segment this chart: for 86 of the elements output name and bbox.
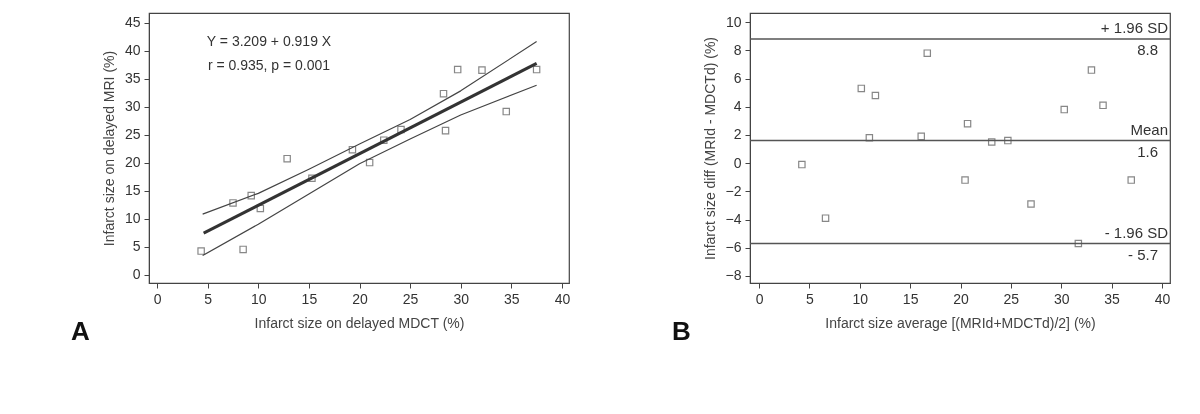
y-tick-label: 8 (733, 41, 742, 58)
x-tick-label: 25 (402, 290, 419, 307)
point (239, 245, 247, 254)
point (532, 65, 541, 74)
x-tick-label: 25 (1003, 290, 1020, 307)
point (283, 154, 291, 163)
x-axis-title: Infarct size on delayed MDCT (%) (254, 314, 465, 331)
point (821, 214, 830, 222)
x-tick-label: 35 (1104, 290, 1121, 307)
x-tick-label: 35 (504, 290, 520, 307)
x-axis-title: Infarct size average [(MRId+MDCTd)/2] (%) (825, 314, 1096, 331)
point (397, 125, 405, 134)
y-tick-label: 0 (733, 154, 742, 171)
y-tick-label: −4 (725, 211, 742, 228)
point (365, 158, 374, 167)
y-tick-label: 10 (124, 210, 141, 227)
y-tick-label: −6 (725, 239, 742, 256)
y-tick-label: 30 (124, 98, 141, 115)
x-tick-label: 20 (352, 290, 368, 307)
point (380, 136, 388, 144)
y-tick-label: 25 (124, 126, 141, 143)
point (923, 49, 932, 57)
y-tick-label: 4 (733, 98, 742, 115)
point (871, 91, 880, 100)
x-tick-label: 40 (1154, 290, 1171, 307)
point (963, 119, 972, 128)
x-tick-label: 5 (204, 290, 213, 307)
y-tick-label: −2 (725, 182, 742, 199)
text: A (71, 316, 90, 346)
annotation: r = 0.935, p = 0.001 (207, 57, 331, 73)
point (1060, 105, 1069, 114)
point (1074, 239, 1083, 248)
point (439, 89, 448, 98)
x-tick-label: 0 (755, 290, 764, 307)
x-tick-label: 10 (251, 290, 267, 307)
y-tick-label: 10 (725, 13, 742, 30)
point (197, 247, 205, 255)
point (798, 160, 806, 169)
ref-line-label: Mean (1130, 120, 1168, 138)
y-axis-title: Infarct size diff (MRId - MDCTd) (%) (701, 37, 718, 260)
x-tick-label: 20 (953, 290, 969, 307)
x-tick-label: 5 (806, 290, 815, 307)
point (1004, 136, 1012, 145)
x-tick-label: 40 (554, 290, 571, 307)
annotation: Y = 3.209 + 0.919 X (206, 33, 332, 49)
x-tick-label: 10 (852, 290, 869, 307)
point (1087, 66, 1096, 74)
x-tick-label: 15 (902, 290, 919, 307)
ref-line-label: + 1.96 SD (1100, 19, 1169, 37)
x-tick-label: 30 (453, 290, 470, 307)
y-tick-label: 2 (733, 126, 742, 143)
point (478, 66, 486, 74)
point (308, 174, 316, 183)
y-axis-title: Infarct size on delayed MRI (%) (100, 50, 117, 247)
y-tick-label: 40 (124, 42, 141, 59)
y-tick-label: 0 (132, 266, 141, 283)
point (256, 204, 265, 213)
y-tick-label: 6 (733, 70, 742, 87)
annotation: 1.6 (1137, 142, 1158, 160)
x-tick-label: 30 (1053, 290, 1070, 307)
text: B (672, 316, 691, 346)
point (1027, 200, 1035, 208)
x-tick-label: 15 (301, 290, 318, 307)
y-tick-label: 20 (124, 154, 141, 171)
y-tick-label: −8 (725, 267, 742, 284)
point (453, 65, 462, 74)
point (865, 134, 874, 142)
point (502, 107, 511, 116)
point (441, 126, 450, 135)
x-tick-label: 0 (153, 290, 162, 307)
y-tick-label: 15 (124, 182, 141, 199)
point (247, 191, 255, 200)
point (229, 199, 237, 207)
point (348, 145, 357, 154)
point (917, 132, 925, 141)
annotation: - 5.7 (1127, 245, 1158, 263)
y-tick-label: 5 (132, 238, 141, 255)
y-tick-label: 35 (124, 70, 141, 87)
point (1127, 176, 1135, 184)
annotation: 8.8 (1137, 41, 1158, 59)
point (857, 84, 866, 93)
y-tick-label: 45 (124, 14, 141, 31)
point (987, 138, 996, 146)
point (961, 176, 969, 184)
point (1099, 101, 1107, 110)
ref-line-label: - 1.96 SD (1104, 223, 1169, 241)
